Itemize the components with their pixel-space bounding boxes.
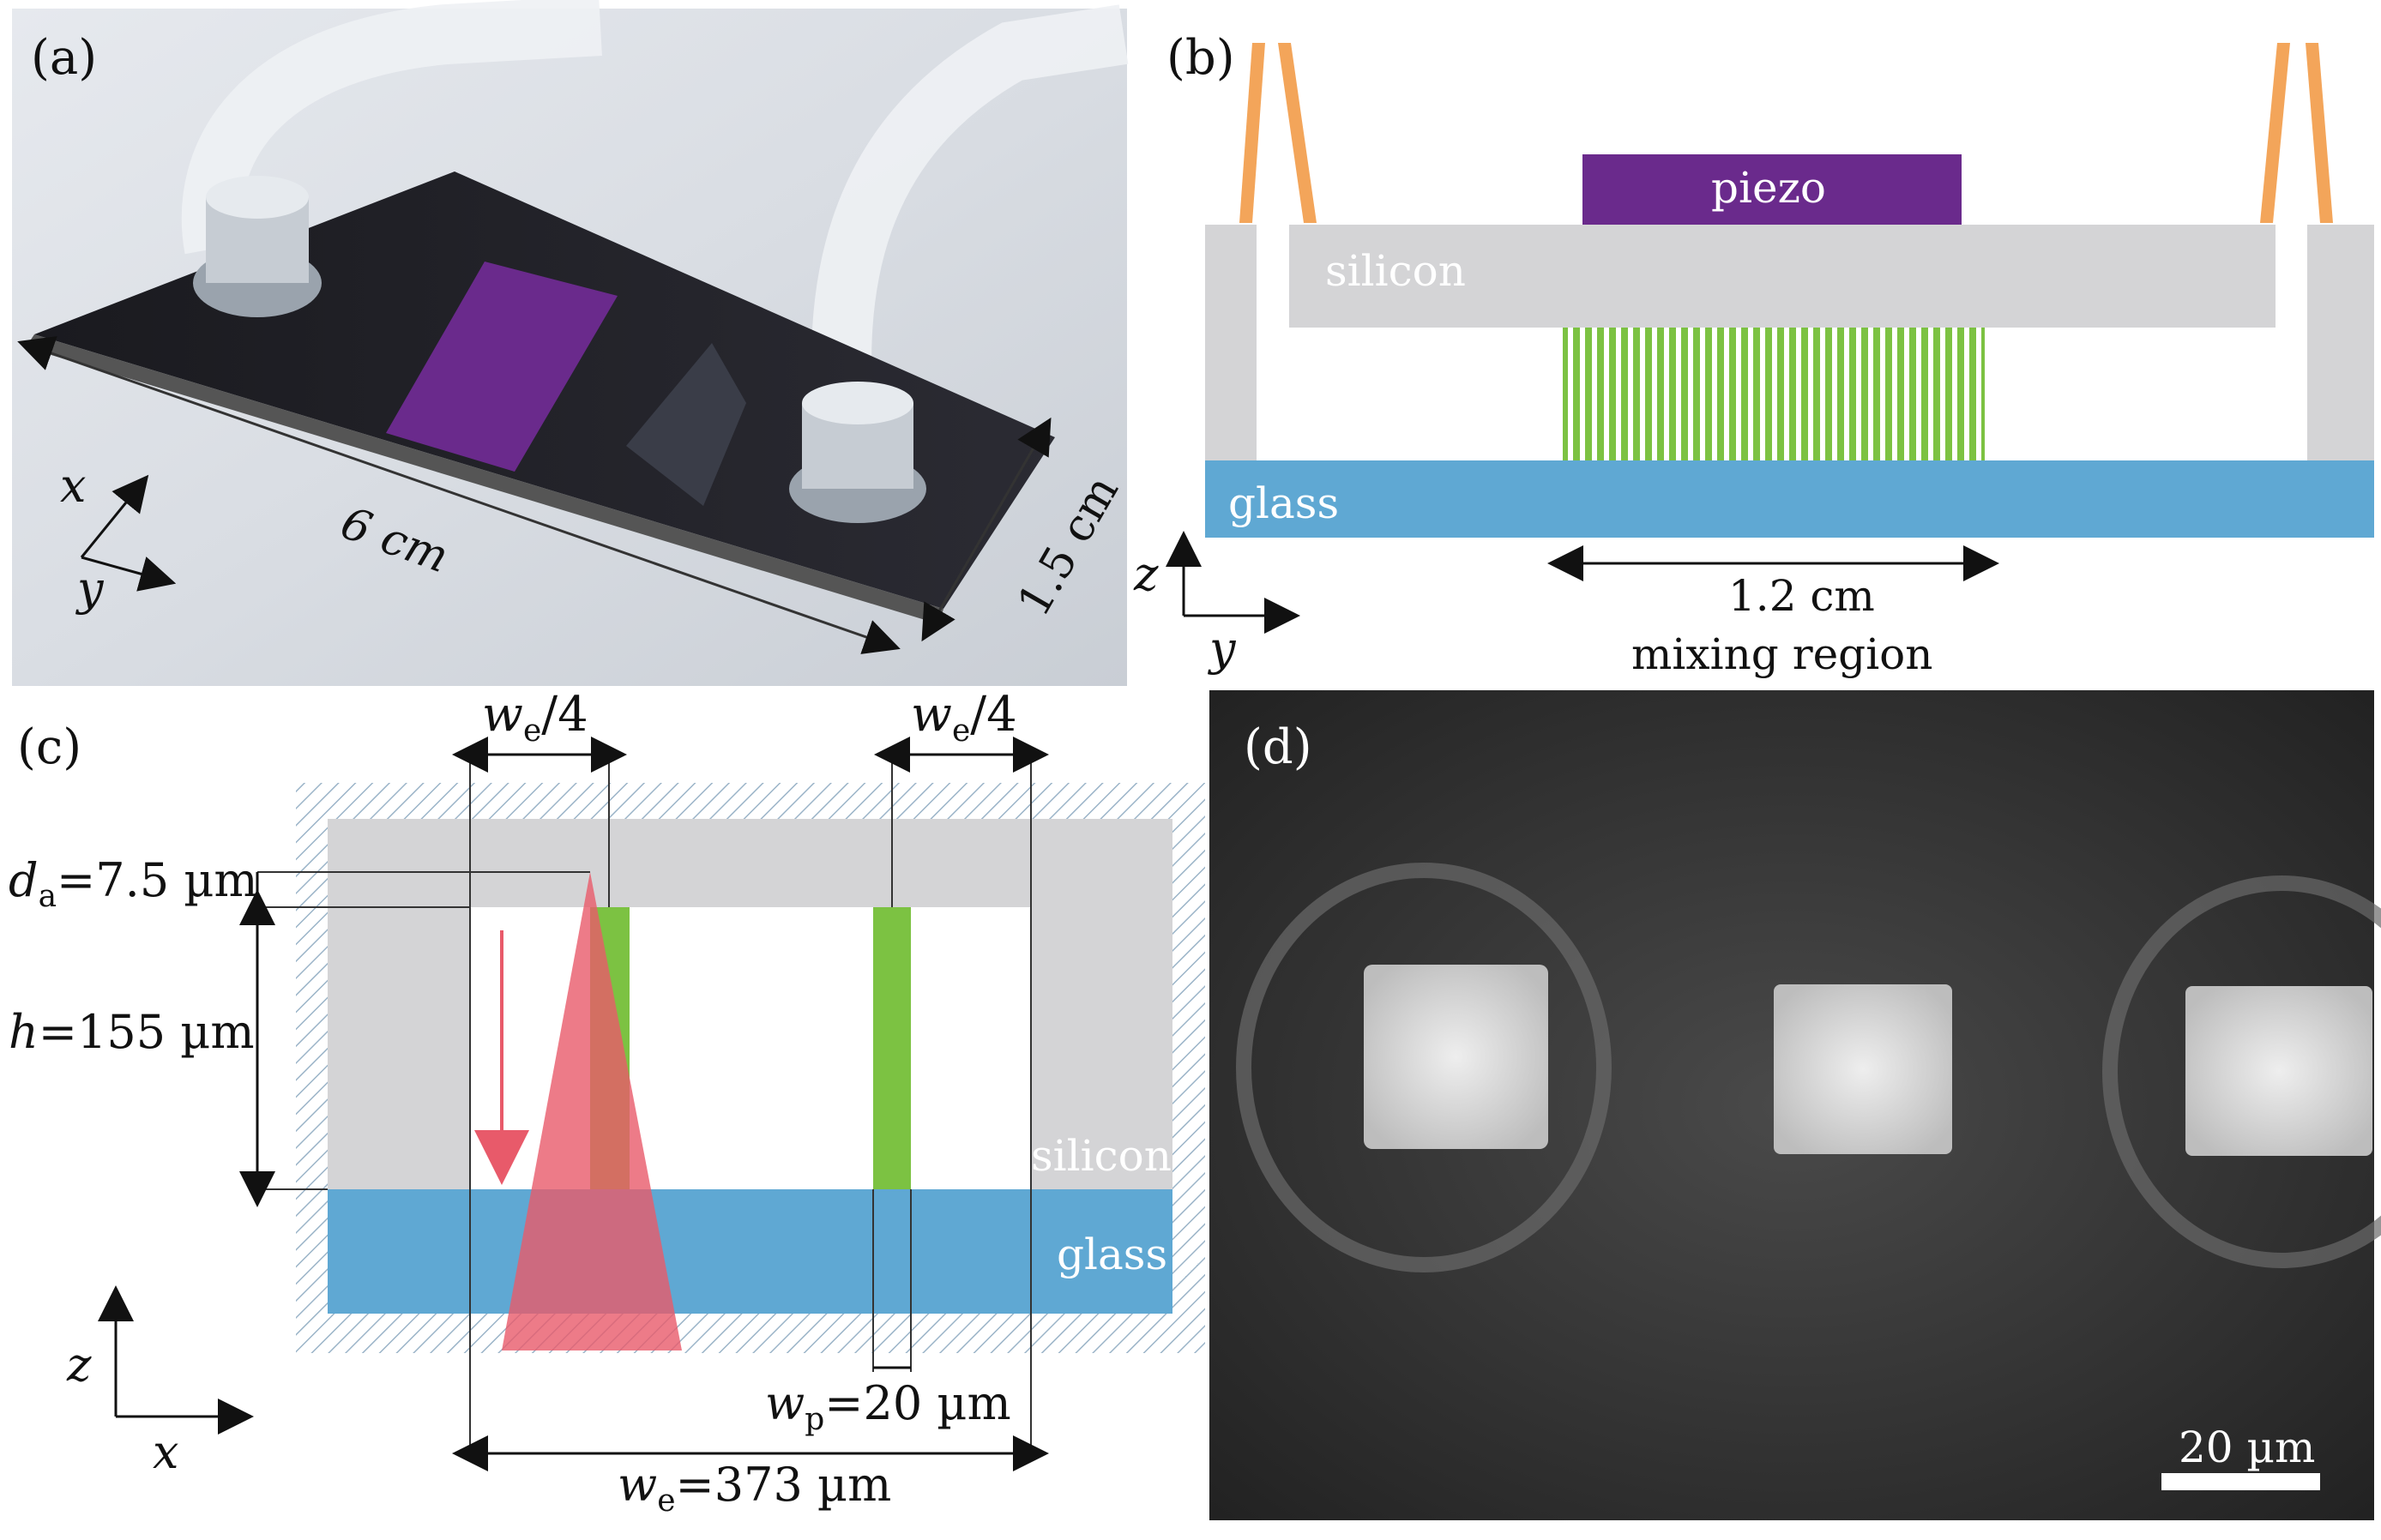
silicon-label-c: silicon bbox=[1031, 1131, 1172, 1181]
axis-z-label-c: z bbox=[66, 1338, 92, 1392]
wp-value: =20 µm bbox=[824, 1376, 1010, 1430]
we-symbol: w bbox=[618, 1458, 657, 1512]
we-sub-r: e bbox=[952, 713, 970, 749]
swirl-ring-2 bbox=[2102, 875, 2381, 1268]
tube-b-right-2 bbox=[2306, 43, 2333, 223]
h-label: h=155 µm bbox=[9, 1005, 255, 1059]
da-symbol: d bbox=[9, 853, 39, 907]
axis-x-label: x bbox=[60, 459, 86, 513]
we-symbol-l: w bbox=[482, 687, 523, 743]
wp-label: wp=20 µm bbox=[765, 1376, 1011, 1437]
we-quarter-left-label: we/4 bbox=[482, 687, 588, 749]
panel-c-label: (c) bbox=[17, 719, 81, 775]
electrode-spot-2 bbox=[1774, 984, 1952, 1154]
we-quarter-right-label: we/4 bbox=[911, 687, 1017, 749]
da-label: da=7.5 µm bbox=[9, 853, 258, 914]
we-label: we=373 µm bbox=[618, 1458, 891, 1519]
da-value: =7.5 µm bbox=[57, 853, 258, 907]
tube-b-left-2 bbox=[1278, 43, 1317, 223]
wp-sub: p bbox=[805, 1402, 824, 1437]
panel-c: (c) silicon glass bbox=[9, 687, 1205, 1519]
da-sub: a bbox=[39, 879, 57, 914]
wp-symbol: w bbox=[765, 1376, 805, 1430]
tube-b-right-1 bbox=[2260, 43, 2290, 223]
we-sub-l: e bbox=[523, 713, 541, 749]
axis-y-label-b: y bbox=[1208, 622, 1237, 676]
glass-label: glass bbox=[1228, 478, 1339, 528]
panel-b-label: (b) bbox=[1166, 30, 1235, 86]
we-quarter-text-l: /4 bbox=[541, 687, 588, 743]
we-sub: e bbox=[657, 1483, 675, 1519]
connector-right bbox=[789, 382, 926, 523]
electrode-c-right bbox=[873, 907, 911, 1189]
connector-left bbox=[193, 176, 322, 317]
panel-d: 20 µm (d) bbox=[1209, 690, 2381, 1520]
silicon-top bbox=[1289, 225, 2276, 328]
length-arrow bbox=[17, 336, 901, 654]
we-value: =373 µm bbox=[676, 1458, 892, 1512]
width-arrow bbox=[921, 417, 1052, 642]
axis-x-label-c: x bbox=[153, 1425, 178, 1479]
tube-b-left-1 bbox=[1239, 43, 1265, 223]
axis-z-label: z bbox=[1133, 547, 1159, 601]
h-symbol: h bbox=[9, 1005, 39, 1059]
glass-c bbox=[328, 1189, 1172, 1314]
electrode-spot-3 bbox=[2185, 986, 2372, 1156]
electrode-spot-1 bbox=[1364, 965, 1548, 1149]
we-quarter-text-r: /4 bbox=[970, 687, 1017, 743]
we-symbol-r: w bbox=[911, 687, 952, 743]
piezo-label: piezo bbox=[1711, 163, 1826, 213]
region-label: mixing region bbox=[1631, 629, 1933, 679]
silicon-right-wall bbox=[2307, 225, 2374, 460]
silicon-left-wall bbox=[1205, 225, 1257, 460]
piezo-block bbox=[1582, 154, 1962, 225]
scale-bar bbox=[2161, 1473, 2320, 1490]
dimension-lines-c bbox=[257, 750, 1032, 1458]
axis-y-label: y bbox=[75, 562, 105, 616]
panel-a: 6 cm 1.5 cm x y (a) bbox=[12, 0, 1129, 686]
panel-d-label: (d) bbox=[1244, 719, 1312, 775]
dimension-label: 1.2 cm bbox=[1728, 571, 1875, 621]
glass-slab bbox=[1205, 460, 2374, 538]
glass-label-c: glass bbox=[1057, 1230, 1167, 1279]
h-value: =155 µm bbox=[39, 1005, 255, 1059]
swirl-ring-1 bbox=[1236, 863, 1612, 1272]
panel-a-label: (a) bbox=[31, 30, 97, 86]
panel-b: (b) piezo silicon glass 1.2 cm mixing re… bbox=[1133, 30, 2374, 679]
laser-cone bbox=[502, 872, 682, 1351]
axis-x-arrow bbox=[80, 474, 149, 558]
scale-label: 20 µm bbox=[2179, 1423, 2315, 1472]
electrode-array bbox=[1563, 328, 1985, 460]
axis-y-arrow bbox=[81, 556, 177, 592]
silicon-label: silicon bbox=[1325, 246, 1466, 296]
